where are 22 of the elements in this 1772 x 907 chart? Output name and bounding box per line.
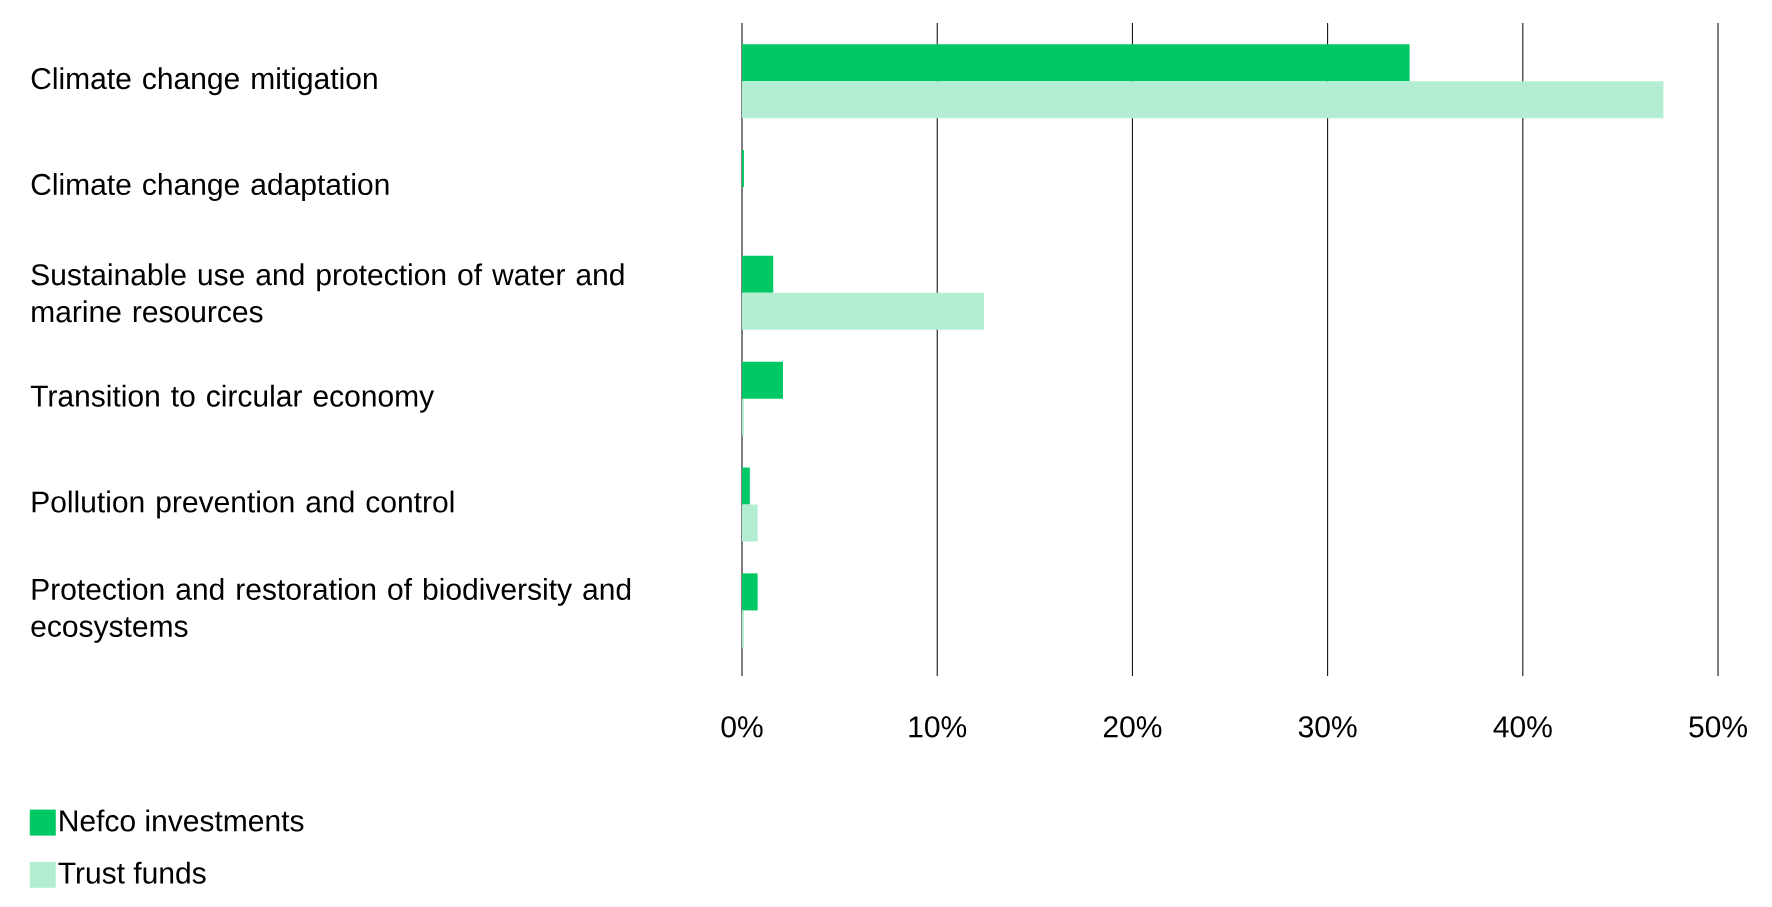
x-tick-label: 30% bbox=[1298, 716, 1357, 738]
bar bbox=[742, 81, 1664, 119]
bar bbox=[742, 292, 985, 330]
bar bbox=[742, 361, 783, 399]
bar bbox=[742, 504, 758, 542]
x-tick-label: 10% bbox=[909, 716, 967, 738]
bar bbox=[742, 44, 1410, 82]
y-tick-label: Protection and restoration of biodiversity and ecosystems bbox=[31, 577, 631, 643]
y-tick-label: Pollution prevention and control bbox=[32, 490, 454, 519]
y-tick-label: Sustainable use and protection of water and marine resources bbox=[31, 263, 624, 323]
bar bbox=[742, 573, 758, 611]
bar bbox=[742, 255, 774, 293]
x-tick-label: 0% bbox=[721, 716, 763, 738]
x-tick-label: 20% bbox=[1103, 716, 1162, 738]
y-tick-label: Climate change mitigation bbox=[31, 67, 377, 96]
y-tick-label: Transition to circular economy bbox=[30, 384, 435, 413]
legend-label: Trust funds bbox=[58, 861, 206, 884]
legend-label: Nefco investments bbox=[60, 809, 304, 832]
bar bbox=[742, 467, 750, 505]
y-tick-label: Climate change adaptation bbox=[31, 173, 389, 202]
x-tick-label: 50% bbox=[1689, 716, 1747, 738]
x-tick-label: 40% bbox=[1493, 716, 1552, 738]
